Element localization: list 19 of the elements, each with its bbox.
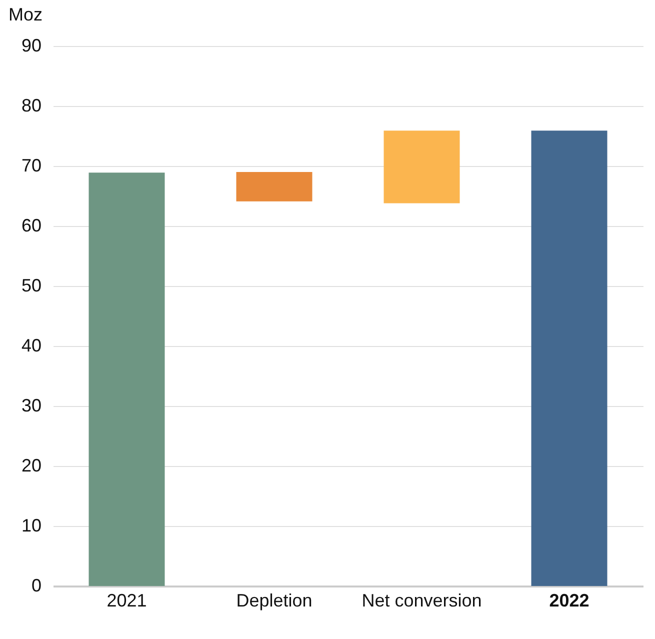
y-tick-label: 60	[21, 216, 42, 236]
bar	[88, 172, 165, 586]
x-tick-label: 2022	[549, 590, 590, 610]
x-tick-label: Net conversion	[362, 590, 482, 610]
x-tick-label: 2021	[106, 590, 147, 610]
y-tick-label: 90	[21, 36, 42, 56]
y-tick-label: 40	[21, 336, 42, 356]
bar	[384, 130, 460, 204]
y-tick-label: 30	[21, 396, 42, 416]
y-tick-label: 10	[21, 516, 42, 536]
y-tick-label: 50	[21, 276, 42, 296]
y-tick-label: 0	[31, 576, 42, 596]
y-tick-label: 20	[21, 456, 42, 476]
y-tick-label: 80	[21, 96, 42, 116]
x-tick-label: Depletion	[236, 590, 312, 610]
bar	[531, 130, 608, 586]
y-tick-label: 70	[21, 156, 42, 176]
bar	[236, 172, 312, 202]
y-axis-title: Moz	[8, 4, 43, 24]
